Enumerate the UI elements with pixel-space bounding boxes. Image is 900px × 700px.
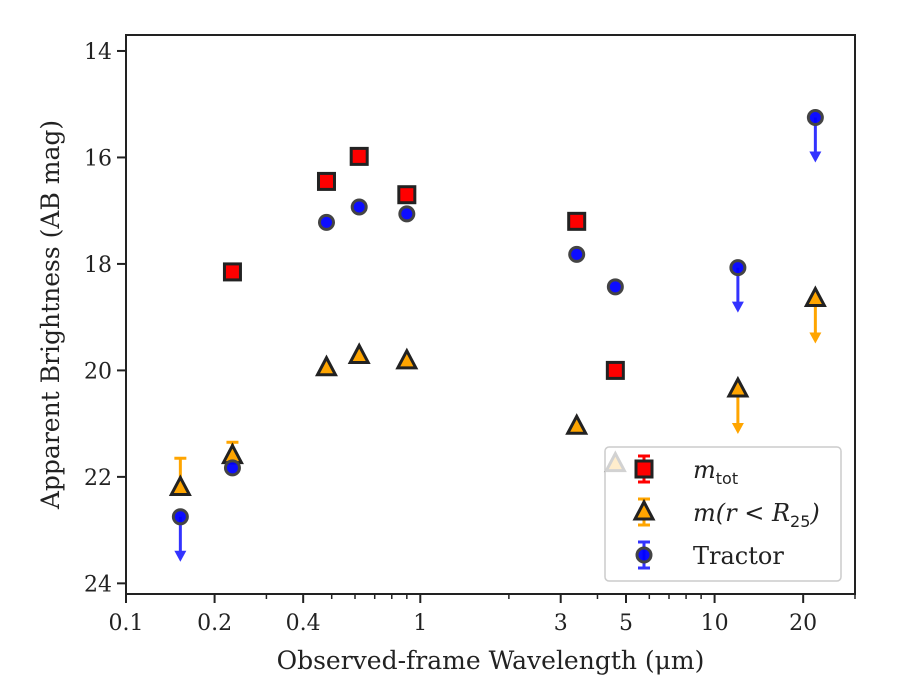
data-point-circle — [317, 213, 335, 231]
series-square — [222, 146, 625, 380]
data-point-triangle — [168, 474, 192, 497]
y-tick-label: 20 — [84, 359, 112, 384]
data-point-triangle — [395, 347, 419, 370]
data-point-square — [567, 211, 587, 231]
y-tick-label: 18 — [84, 253, 112, 278]
data-point-triangle — [565, 413, 589, 435]
plot-frame — [125, 34, 856, 595]
y-tick-label: 24 — [84, 572, 112, 597]
upper-limit-arrowhead — [809, 151, 822, 163]
x-tick-label: 20 — [789, 611, 817, 636]
x-tick-label: 3 — [554, 611, 568, 636]
data-point-circle — [350, 198, 368, 216]
legend-box — [604, 446, 842, 582]
legend-label: m(r < R25) — [693, 499, 820, 531]
data-point-square — [316, 171, 336, 191]
data-point-circle — [606, 278, 624, 296]
x-tick-label: 1 — [413, 611, 427, 636]
legend: mtot m(r < R25) Tractor — [604, 446, 842, 582]
y-tick-label: 22 — [84, 466, 112, 491]
legend-marker-circle — [635, 546, 653, 564]
series-circle — [171, 109, 824, 562]
data-point-circle — [568, 245, 586, 263]
legend-label: Tractor — [693, 542, 784, 570]
data-point-triangle — [347, 342, 371, 364]
legend-marker-square — [634, 459, 654, 479]
series-triangle — [168, 285, 827, 497]
x-tick-label: 5 — [619, 611, 633, 636]
plot-area — [168, 109, 827, 562]
upper-limit-arrowhead — [731, 301, 744, 313]
upper-limit-arrowhead — [174, 550, 187, 562]
legend-item: m(r < R25) — [632, 497, 820, 531]
y-tick-label: 14 — [84, 40, 112, 65]
legend-label: mtot — [693, 456, 738, 488]
data-point-circle — [729, 259, 747, 277]
data-point-circle — [223, 459, 241, 477]
data-point-circle — [398, 205, 416, 223]
data-point-triangle — [803, 285, 827, 308]
data-point-square — [222, 262, 242, 282]
data-point-triangle — [726, 375, 750, 398]
legend-item: Tractor — [635, 540, 784, 570]
x-tick-label: 0.2 — [197, 611, 232, 636]
upper-limit-arrowhead — [809, 332, 822, 344]
data-point-circle — [171, 508, 189, 526]
x-tick-label: 10 — [701, 611, 729, 636]
legend-marker-triangle — [632, 498, 656, 521]
data-point-square — [397, 185, 417, 205]
x-tick-label: 0.4 — [286, 611, 321, 636]
axes: 0.1 0.2 0.4 1 3 5 10 20 14 16 18 20 22 24 — [84, 34, 856, 636]
upper-limit-arrowhead — [731, 423, 744, 435]
data-point-circle — [806, 109, 824, 127]
y-axis-title: Apparent Brightness (AB mag) — [36, 120, 65, 510]
data-point-square — [349, 146, 369, 166]
x-axis-title: Observed-frame Wavelength (μm) — [277, 646, 705, 675]
x-tick-label: 0.1 — [109, 611, 144, 636]
legend-item: mtot — [634, 454, 738, 488]
data-point-square — [605, 360, 625, 380]
data-point-triangle — [314, 354, 338, 377]
y-tick-label: 16 — [84, 146, 112, 171]
